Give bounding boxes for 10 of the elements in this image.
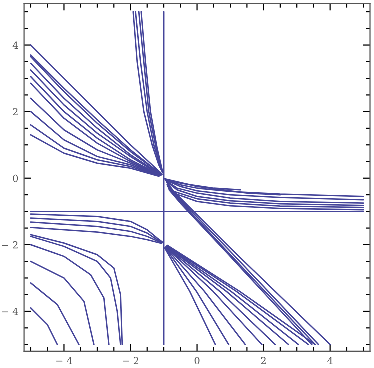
x-tick-label: 0	[194, 357, 200, 365]
x-tick-label: − 4	[56, 357, 72, 364]
y-tick-label: 2	[13, 108, 18, 116]
y-tick-label: 0	[13, 174, 18, 182]
y-tick-label: − 4	[2, 308, 18, 316]
x-tick-label: − 2	[123, 357, 139, 364]
y-tick-label: − 2	[2, 241, 18, 249]
x-tick-label: 4	[328, 357, 333, 364]
x-tick-label: 2	[261, 357, 266, 364]
y-tick-label: 4	[12, 42, 18, 49]
